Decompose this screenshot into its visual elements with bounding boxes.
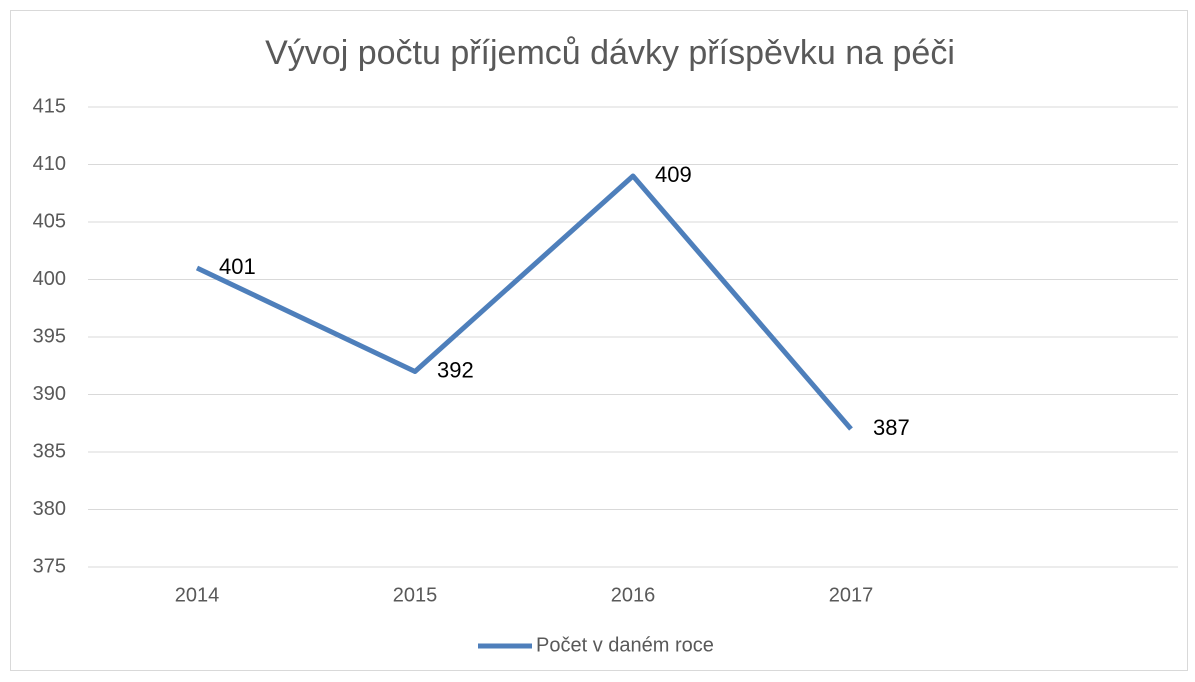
y-tick-label: 380: [33, 498, 66, 520]
x-tick-label: 2014: [175, 584, 220, 606]
chart-frame: [10, 10, 1188, 671]
chart-title: Vývoj počtu příjemců dávky příspěvku na …: [265, 34, 955, 72]
y-tick-label: 385: [33, 440, 66, 462]
y-tick-label: 375: [33, 555, 66, 577]
data-label: 387: [873, 415, 910, 440]
x-tick-label: 2017: [829, 584, 874, 606]
data-label: 401: [219, 254, 256, 279]
x-tick-label: 2015: [393, 584, 438, 606]
x-tick-label: 2016: [611, 584, 656, 606]
y-tick-label: 410: [33, 153, 66, 175]
series-line: [195, 173, 853, 431]
y-tick-label: 415: [33, 95, 66, 117]
y-tick-label: 390: [33, 383, 66, 405]
y-tick-label: 400: [33, 268, 66, 290]
y-tick-label: 395: [33, 325, 66, 347]
data-label: 409: [655, 162, 692, 187]
legend-label: Počet v daném roce: [536, 634, 714, 656]
y-tick-label: 405: [33, 210, 66, 232]
data-label: 392: [437, 357, 474, 382]
